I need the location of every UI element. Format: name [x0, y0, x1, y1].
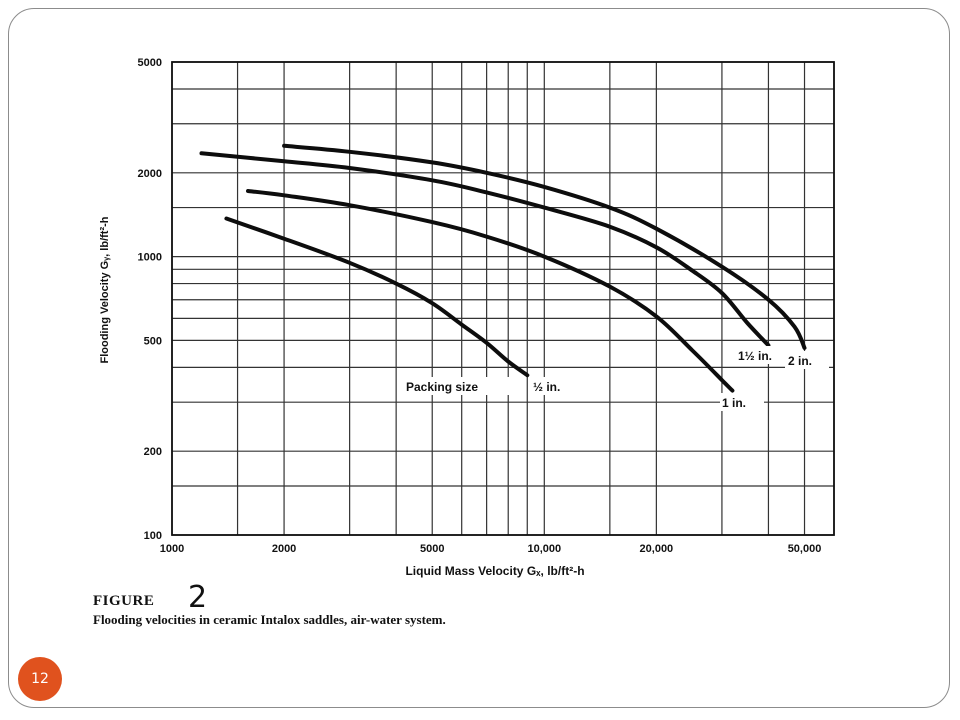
tick-layer: 1000 2000 5000 10,000 20,000 50,000 100 200 500 1… [138, 57, 822, 555]
x-tick-label: 5000 [420, 543, 444, 555]
packing-size-label: Packing size [406, 380, 478, 394]
x-tick-label: 10,000 [527, 543, 561, 555]
x-tick-label: 50,000 [788, 543, 822, 555]
slide-number-badge: 12 [18, 657, 62, 701]
series-label-bg [785, 351, 829, 369]
figure-caption: Flooding velocities in ceramic Intalox s… [93, 612, 446, 627]
y-axis-title: Flooding Velocity Gᵧ, lb/ft²-h [99, 216, 111, 363]
series-line-2 [199, 151, 771, 348]
y-tick-label: 2000 [138, 168, 162, 180]
y-tick-label: 5000 [138, 57, 162, 69]
y-tick-label: 100 [144, 530, 162, 542]
grid-layer [171, 61, 835, 536]
x-tick-label: 2000 [272, 543, 296, 555]
plot-border [171, 61, 835, 536]
figure-number: 2 [188, 580, 208, 615]
series-line-1 [246, 189, 735, 393]
series-layer [199, 143, 807, 393]
y-tick-label: 200 [144, 446, 162, 458]
series-label-bg [736, 346, 784, 364]
series-label-one-inch: 1 in. [722, 396, 746, 410]
x-axis-title: Liquid Mass Velocity Gₓ, lb/ft²-h [405, 564, 584, 578]
series-line-0 [224, 216, 530, 378]
series-label-one-half-inch: 1½ in. [738, 349, 772, 363]
series-label-bg [720, 393, 764, 411]
y-tick-label: 1000 [138, 252, 162, 264]
series-label-half-inch: ½ in. [533, 380, 560, 394]
series-label-bg [531, 377, 571, 395]
packing-size-label-bg [398, 377, 518, 395]
series-line-3 [282, 143, 807, 350]
figure-label: FIGURE [93, 593, 155, 609]
y-tick-label: 500 [144, 335, 162, 347]
x-tick-label: 1000 [160, 543, 184, 555]
x-tick-label: 20,000 [640, 543, 674, 555]
series-label-two-inch: 2 in. [788, 354, 812, 368]
series-label-layer: ½ in. 1 in. 1½ in. 2 in. [531, 346, 829, 411]
